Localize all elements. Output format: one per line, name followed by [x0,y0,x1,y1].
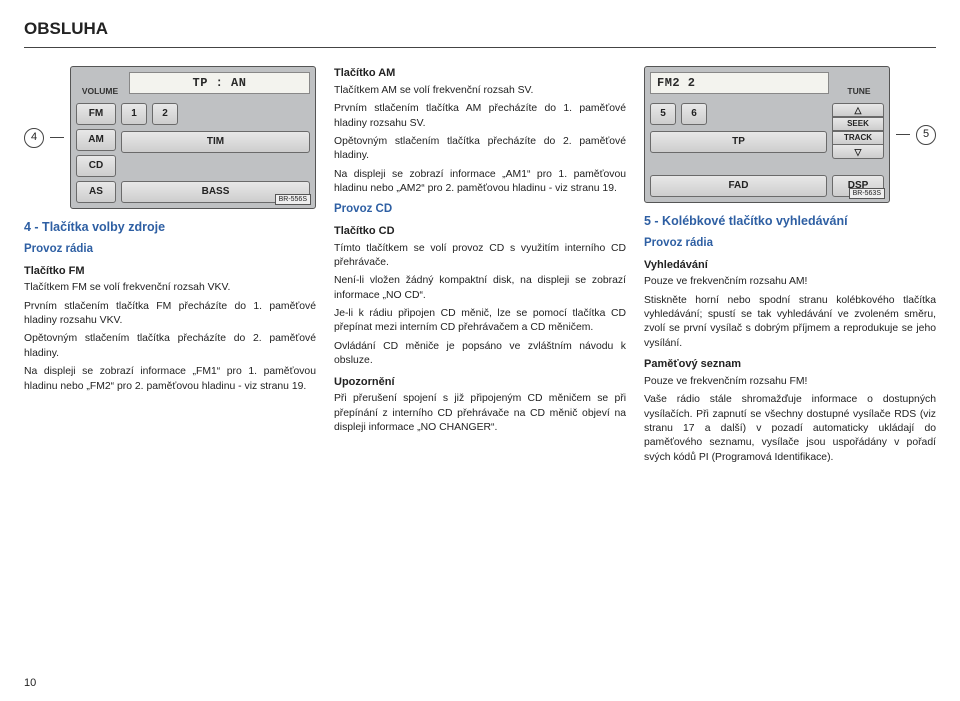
radio-panel-left: VOLUME TP : AN FM AM CD AS 1 [70,66,316,209]
page-number: 10 [24,676,36,691]
col3-h1: 5 - Kolébkové tlačítko vyhledávání [644,213,936,230]
track-label-button: TRACK [832,131,884,145]
callout-4: 4 [24,128,44,148]
col2-p4: Na displeji se zobrazí informace „AM1“ p… [334,168,626,197]
preset-2-button: 2 [152,103,178,125]
column-1: 4 VOLUME TP : AN FM AM CD AS [24,66,316,469]
volume-label: VOLUME [76,86,124,97]
lcd-left: TP : AN [129,72,310,94]
col2-h2: Provoz CD [334,202,626,218]
col2-h1: Tlačítko AM [334,66,626,81]
col1-p3: Opětovným stlačením tlačítka přecházíte … [24,332,316,361]
header-rule [24,47,936,48]
seek-down-button: ▽ [832,145,884,159]
panel-right-wrap: FM2 2 TUNE 5 6 TP [644,66,936,203]
col1-h1: 4 - Tlačítka volby zdroje [24,219,316,236]
columns: 4 VOLUME TP : AN FM AM CD AS [24,66,936,469]
col2-h3: Tlačítko CD [334,224,626,239]
panel-left-wrap: 4 VOLUME TP : AN FM AM CD AS [24,66,316,209]
col3-h2: Provoz rádia [644,236,936,252]
preset-1-button: 1 [121,103,147,125]
seek-up-button: △ [832,103,884,117]
callout-line-left [50,137,64,138]
col1-h3: Tlačítko FM [24,264,316,279]
page-header: OBSLUHA [24,18,936,41]
col1-h2: Provoz rádia [24,242,316,258]
col1-p1: Tlačítkem FM se volí frekvenční rozsah V… [24,281,316,295]
tp-button: TP [650,131,827,153]
col2-p2: Prvním stlačením tlačítka AM přecházíte … [334,102,626,131]
seek-label-button: SEEK [832,117,884,131]
col2-p7: Je-li k rádiu připojen CD měnič, lze se … [334,307,626,336]
col3-p4: Vaše rádio stále shromažďuje informace o… [644,393,936,465]
radio-panel-right: FM2 2 TUNE 5 6 TP [644,66,890,203]
fm-button: FM [76,103,116,125]
col1-p4: Na displeji se zobrazí informace „FM1“ p… [24,365,316,394]
col3-p3: Pouze ve frekvenčním rozsahu FM! [644,375,936,389]
preset-5-button: 5 [650,103,676,125]
col2-p1: Tlačítkem AM se volí frekvenční rozsah S… [334,84,626,98]
preset-6-button: 6 [681,103,707,125]
tune-label: TUNE [834,86,884,97]
tim-button: TIM [121,131,310,153]
model-left: BR-556S [275,194,311,205]
col2-h4: Upozornění [334,375,626,390]
col2-p3: Opětovným stlačením tlačítka přecházíte … [334,135,626,164]
col2-p5: Tímto tlačítkem se volí provoz CD s využ… [334,242,626,271]
as-button: AS [76,181,116,203]
col3-h4: Paměťový seznam [644,357,936,372]
col1-p2: Prvním stlačením tlačítka FM přecházíte … [24,300,316,329]
col2-p8: Ovládání CD měniče je popsáno ve zvláštn… [334,340,626,369]
fad-button: FAD [650,175,827,197]
cd-button: CD [76,155,116,177]
column-2: Tlačítko AM Tlačítkem AM se volí frekven… [334,66,626,469]
column-3: FM2 2 TUNE 5 6 TP [644,66,936,469]
model-right: BR-563S [849,188,885,199]
am-button: AM [76,129,116,151]
col2-p9: Při přerušení spojení s již připojeným C… [334,392,626,435]
col3-p1: Pouze ve frekvenčním rozsahu AM! [644,275,936,289]
callout-line-right [896,134,910,135]
lcd-right: FM2 2 [650,72,829,94]
col2-p6: Není-li vložen žádný kompaktní disk, na … [334,274,626,303]
callout-5: 5 [916,125,936,145]
col3-h3: Vyhledávání [644,258,936,273]
col3-p2: Stiskněte horní nebo spodní stranu koléb… [644,294,936,351]
